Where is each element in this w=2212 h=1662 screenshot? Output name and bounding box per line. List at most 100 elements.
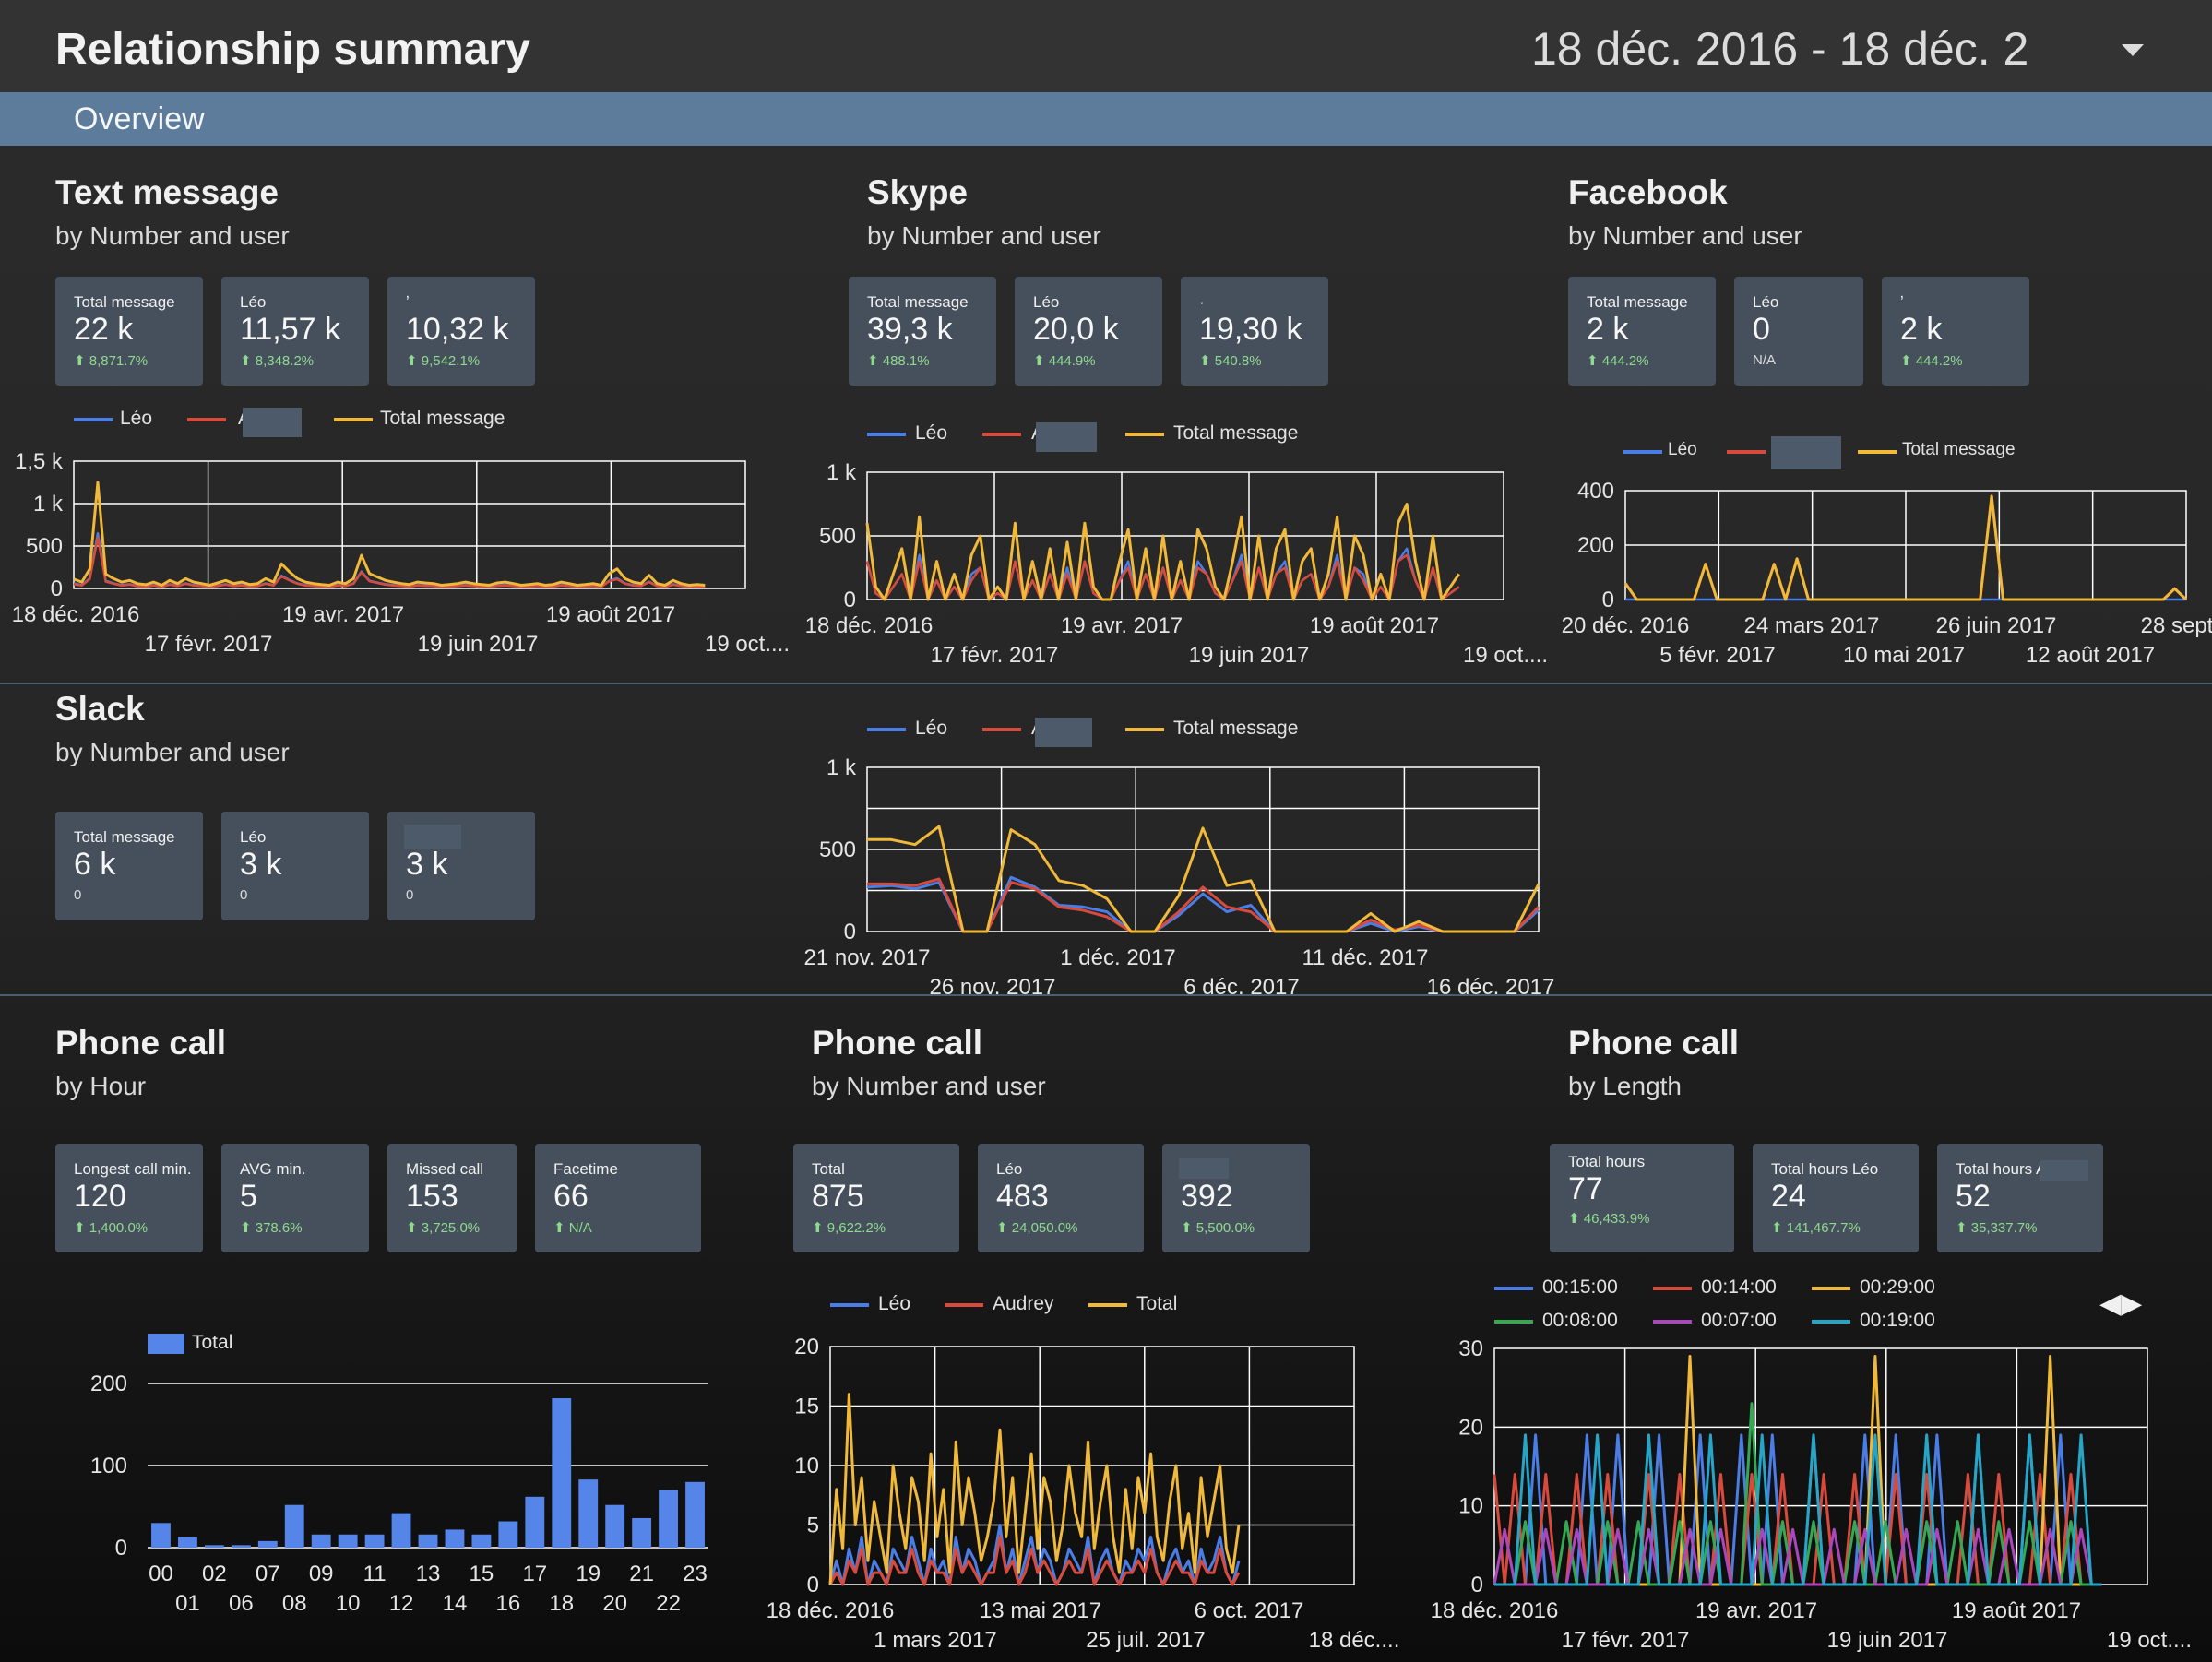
scorecard-value: 52: [1956, 1179, 1991, 1214]
bar-11: [364, 1534, 385, 1548]
legend-swatch-leo: [830, 1303, 869, 1307]
legend-pagination-arrows-icon[interactable]: ◀▶: [2099, 1288, 2143, 1319]
scorecard-label: Léo: [1033, 293, 1060, 311]
page-title: Relationship summary: [55, 25, 530, 74]
phone-hour-section-subtitle: by Hour: [55, 1072, 147, 1100]
scorecard-change: ⬆ 3,725.0%: [406, 1220, 481, 1236]
x-tick-label: 24 mars 2017: [1744, 613, 1880, 638]
legend-swatch-14: [1653, 1287, 1692, 1290]
y-tick-label: 0: [1471, 1573, 1483, 1597]
scorecard-longest-call: Longest call min. 120 ⬆ 1,400.0%: [55, 1144, 203, 1252]
skype-chart-legend: Léo A Total message: [867, 422, 1347, 452]
series-line-lo: [828, 1524, 1241, 1586]
text-chart-legend: Léo A Total message: [74, 408, 553, 437]
legend-label-19: 00:19:00: [1860, 1310, 1935, 1331]
bar-18: [552, 1398, 572, 1548]
scorecard-text-total: Total message 22 k ⬆ 8,871.7%: [55, 277, 203, 386]
bar-00: [151, 1523, 171, 1548]
scorecard-value: 5: [240, 1179, 257, 1214]
legend-label-total: Total message: [380, 408, 505, 429]
x-tick-label: 18 déc....: [1309, 1628, 1400, 1653]
y-tick-label: 15: [794, 1395, 819, 1419]
facebook-section-subtitle: by Number and user: [1568, 221, 1802, 250]
x-tick-label: 12: [389, 1591, 414, 1616]
redacted-name-mask: [1771, 436, 1841, 469]
legend-swatch-other: [1727, 450, 1766, 454]
bar-15: [471, 1534, 492, 1548]
legend-swatch-08: [1494, 1320, 1533, 1324]
scorecard-total-hours-other: Total hours A 52 ⬆ 35,337.7%: [1937, 1144, 2103, 1252]
legend-label-total: Total message: [1173, 422, 1299, 444]
redacted-name-mask: [243, 408, 302, 437]
phone-hour-section-title: Phone call: [55, 1024, 227, 1062]
x-tick-label: 13 mai 2017: [980, 1598, 1101, 1623]
y-tick-label: 400: [1577, 479, 1614, 504]
scorecard-value: 24: [1771, 1179, 1806, 1214]
phone-length-line-chart: 0 10 20 30 18 déc. 2016 19 avr. 2017 19 août 2…: [1431, 1336, 2192, 1653]
section-divider: [0, 994, 2212, 996]
scorecard-facebook-total: Total message 2 k ⬆ 444.2%: [1568, 277, 1716, 386]
y-tick-label: 10: [794, 1454, 819, 1478]
scorecard-value: 3 k: [240, 847, 282, 882]
tab-overview[interactable]: Overview: [74, 101, 205, 137]
series-line-total: [828, 1393, 1241, 1585]
x-tick-label: 1 mars 2017: [874, 1628, 996, 1653]
scorecard-label: Léo: [240, 828, 267, 846]
scorecard-value: 875: [812, 1179, 864, 1214]
scorecard-label: Total: [812, 1160, 845, 1178]
y-tick-label: 20: [794, 1335, 819, 1359]
legend-swatch-other: [982, 728, 1021, 731]
scorecard-value: 77: [1568, 1171, 1603, 1206]
scorecard-skype-leo: Léo 20,0 k ⬆ 444.9%: [1015, 277, 1162, 386]
redacted-name-mask: [404, 825, 461, 849]
series-line-a: [867, 877, 1540, 933]
y-tick-label: 500: [819, 837, 856, 862]
y-tick-label: 1 k: [827, 755, 857, 780]
scorecard-avg-min: AVG min. 5 ⬆ 378.6%: [221, 1144, 369, 1252]
text-line-chart: 0 500 1 k 1,5 k 18 déc. 2016 19 avr. 2017 19 a…: [12, 449, 790, 657]
bar-01: [178, 1537, 197, 1548]
scorecard-value: 20,0 k: [1033, 312, 1119, 347]
redacted-name-mask: [2040, 1160, 2088, 1181]
facebook-section-title: Facebook: [1568, 173, 1728, 211]
phone-hour-bar-chart: 0 100 200 000102060708091011121314151617181…: [90, 1371, 708, 1616]
x-tick-label: 06: [229, 1591, 254, 1616]
scorecard-total-hours-leo: Total hours Léo 24 ⬆ 141,467.7%: [1753, 1144, 1919, 1252]
x-tick-label: 10 mai 2017: [1843, 643, 1965, 668]
caret-down-icon[interactable]: [2122, 44, 2144, 56]
scorecard-value: 66: [553, 1179, 589, 1214]
scorecard-value: 153: [406, 1179, 458, 1214]
x-tick-label: 08: [282, 1591, 307, 1616]
legend-label-08: 00:08:00: [1542, 1310, 1618, 1331]
series-line-totalmessage: [867, 825, 1540, 933]
scorecard-label: Longest call min.: [74, 1160, 192, 1178]
legend-label-total: Total message: [1902, 440, 2016, 459]
legend-label-14: 00:14:00: [1701, 1276, 1777, 1298]
scorecard-change: ⬆ 444.2%: [1900, 353, 1963, 369]
scorecard-facetime: Facetime 66 ⬆ N/A: [535, 1144, 701, 1252]
x-tick-label: 28 sept: [2141, 613, 2212, 638]
scorecard-skype-other: · 19,30 k ⬆ 540.8%: [1181, 277, 1328, 386]
scorecard-label: Total message: [1587, 293, 1688, 311]
scorecard-change: ⬆ 35,337.7%: [1956, 1220, 2038, 1236]
scorecard-change: ⬆ 444.9%: [1033, 353, 1096, 369]
y-tick-label: 1 k: [33, 492, 64, 516]
text-section-subtitle: by Number and user: [55, 221, 290, 250]
scorecard-value: 19,30 k: [1199, 312, 1302, 347]
series-line-001400: [1493, 1473, 2102, 1586]
skype-section-title: Skype: [867, 173, 969, 211]
legend-label-leo: Léo: [1668, 440, 1697, 459]
bar-19: [578, 1479, 599, 1548]
bar-16: [498, 1521, 518, 1548]
text-section-title: Text message: [55, 173, 279, 211]
plot-area-frame: [73, 460, 746, 589]
bar-10: [338, 1534, 358, 1548]
legend-label-15: 00:15:00: [1542, 1276, 1618, 1298]
date-range-picker[interactable]: 18 déc. 2016 - 18 déc. 20: [1531, 23, 2029, 75]
scorecard-change: ⬆ 378.6%: [240, 1220, 303, 1236]
bar-07: [257, 1540, 278, 1548]
series-line-001900: [1494, 1433, 2102, 1586]
scorecard-text-other: ʼ 10,32 k ⬆ 9,542.1%: [387, 277, 535, 386]
bar-20: [605, 1504, 625, 1548]
x-tick-label: 11 déc. 2017: [1302, 945, 1428, 970]
